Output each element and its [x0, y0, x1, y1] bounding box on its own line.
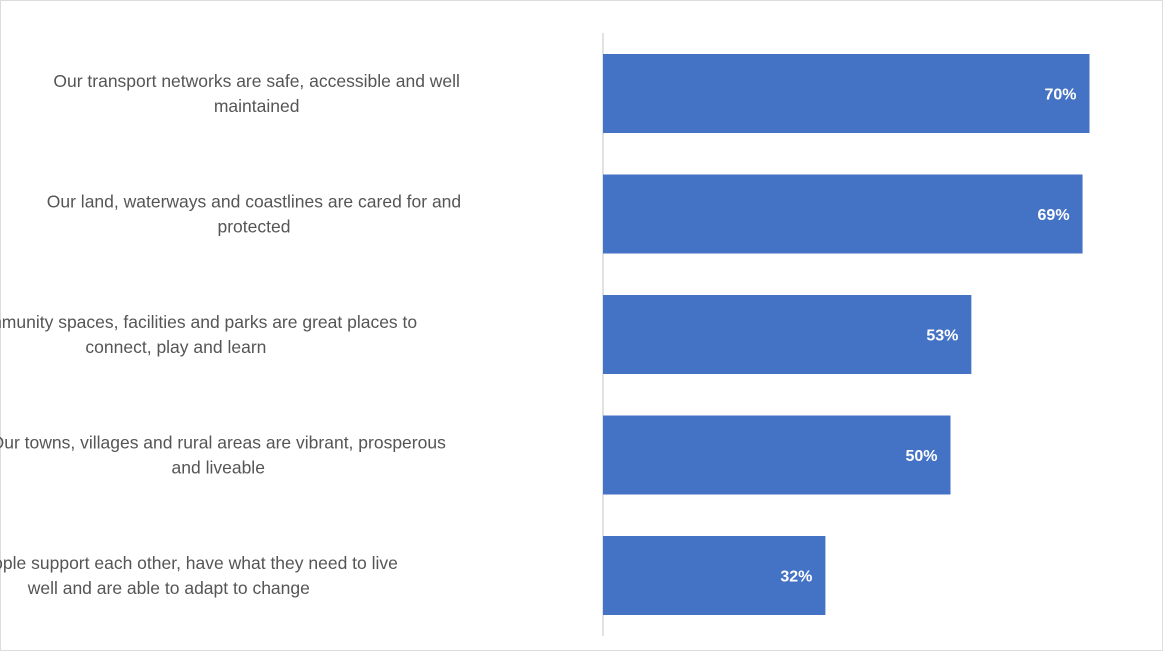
bar-value-label: 53% — [926, 328, 958, 345]
category-label: Our community spaces, facilities and par… — [0, 312, 417, 357]
category-label: Our land, waterways and coastlines are c… — [47, 192, 461, 237]
category-label: Our towns, villages and rural areas are … — [0, 433, 446, 478]
bar — [603, 54, 1090, 133]
category-label-line: protected — [217, 217, 290, 237]
category-label-line: connect, play and learn — [85, 337, 266, 357]
bar — [603, 415, 951, 495]
category-label-line: and liveable — [172, 458, 265, 478]
bar-value-label: 50% — [905, 448, 937, 465]
category-label-line: Our towns, villages and rural areas are … — [0, 433, 446, 453]
category-label-line: well and are able to adapt to change — [27, 578, 310, 598]
category-label: Our transport networks are safe, accessi… — [53, 71, 460, 116]
category-label-line: maintained — [214, 96, 300, 116]
category-label: Our people support each other, have what… — [0, 553, 398, 598]
bars-group: 70% Our transport networks are safe, acce… — [0, 54, 1090, 615]
bar-value-label: 69% — [1038, 207, 1070, 224]
category-label-line: Our land, waterways and coastlines are c… — [47, 192, 461, 212]
category-label-line: Our transport networks are safe, accessi… — [53, 71, 460, 91]
bar — [603, 536, 826, 615]
category-label-line: Our people support each other, have what… — [0, 553, 398, 573]
bar — [603, 174, 1083, 254]
bar-value-label: 70% — [1044, 87, 1076, 104]
bar — [603, 295, 972, 374]
category-label-line: Our community spaces, facilities and par… — [0, 312, 417, 332]
bar-value-label: 32% — [780, 569, 812, 586]
